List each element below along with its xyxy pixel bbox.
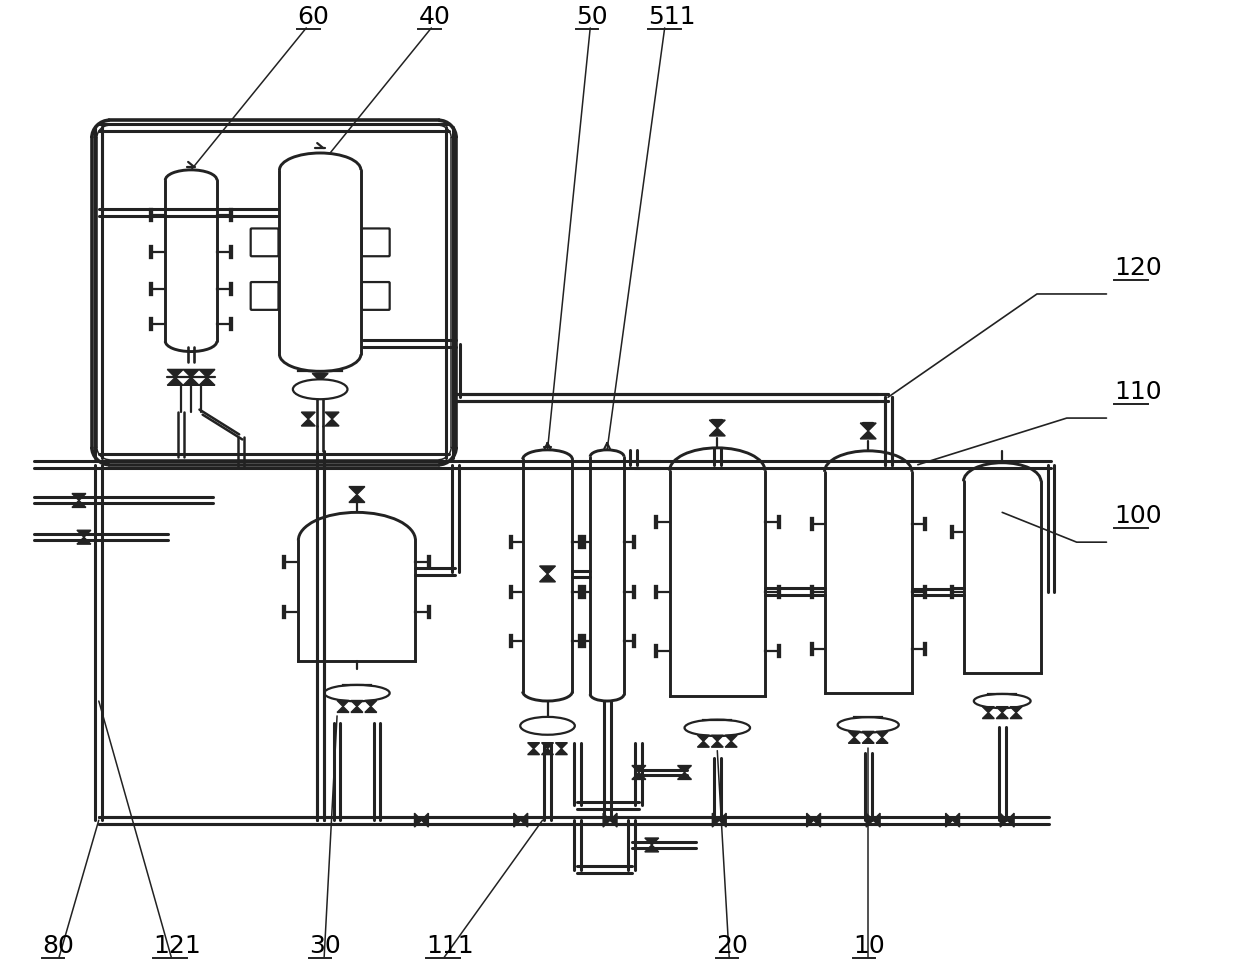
Polygon shape — [946, 814, 952, 828]
Polygon shape — [542, 743, 553, 749]
Polygon shape — [325, 420, 339, 427]
Text: 20: 20 — [717, 933, 748, 957]
Polygon shape — [77, 531, 91, 537]
Polygon shape — [77, 537, 91, 544]
Text: 40: 40 — [418, 5, 450, 29]
Polygon shape — [697, 742, 709, 747]
Polygon shape — [709, 429, 725, 437]
Polygon shape — [719, 814, 727, 828]
Polygon shape — [712, 742, 723, 747]
Polygon shape — [873, 814, 880, 828]
Polygon shape — [632, 766, 646, 773]
Polygon shape — [167, 370, 184, 378]
Polygon shape — [645, 838, 658, 845]
Polygon shape — [709, 421, 725, 429]
Polygon shape — [725, 742, 737, 747]
Polygon shape — [712, 814, 719, 828]
Polygon shape — [348, 488, 365, 495]
Text: 110: 110 — [1115, 380, 1162, 404]
Polygon shape — [184, 370, 200, 378]
Polygon shape — [312, 382, 329, 390]
Polygon shape — [1011, 713, 1022, 719]
Polygon shape — [414, 814, 422, 828]
FancyBboxPatch shape — [362, 282, 389, 311]
Polygon shape — [521, 814, 528, 828]
Polygon shape — [677, 773, 692, 780]
Polygon shape — [351, 706, 363, 712]
Text: 100: 100 — [1115, 504, 1162, 528]
Text: 120: 120 — [1115, 256, 1162, 279]
Polygon shape — [200, 378, 215, 386]
Polygon shape — [952, 814, 960, 828]
Polygon shape — [610, 814, 618, 828]
FancyBboxPatch shape — [250, 230, 279, 257]
Polygon shape — [365, 701, 377, 706]
Polygon shape — [877, 738, 888, 743]
FancyBboxPatch shape — [362, 230, 389, 257]
FancyBboxPatch shape — [250, 282, 279, 311]
Polygon shape — [167, 378, 184, 386]
Polygon shape — [848, 738, 861, 743]
Text: 121: 121 — [154, 933, 201, 957]
Polygon shape — [813, 814, 821, 828]
Polygon shape — [807, 814, 813, 828]
Polygon shape — [72, 494, 86, 501]
Polygon shape — [877, 732, 888, 738]
Polygon shape — [1011, 707, 1022, 713]
Polygon shape — [312, 374, 329, 382]
Polygon shape — [528, 743, 539, 749]
Text: 50: 50 — [577, 5, 608, 29]
Ellipse shape — [521, 717, 575, 735]
Text: 80: 80 — [42, 933, 74, 957]
Polygon shape — [325, 412, 339, 420]
Polygon shape — [861, 432, 877, 440]
Polygon shape — [301, 420, 315, 427]
Polygon shape — [996, 707, 1008, 713]
Polygon shape — [200, 370, 215, 378]
Polygon shape — [365, 706, 377, 712]
Polygon shape — [513, 814, 521, 828]
Polygon shape — [184, 378, 200, 386]
Polygon shape — [862, 738, 874, 743]
Polygon shape — [337, 706, 348, 712]
Polygon shape — [867, 814, 873, 828]
Polygon shape — [542, 749, 553, 755]
Polygon shape — [712, 736, 723, 742]
Polygon shape — [982, 707, 994, 713]
Polygon shape — [603, 814, 610, 828]
Polygon shape — [697, 736, 709, 742]
Polygon shape — [677, 766, 692, 773]
Polygon shape — [645, 845, 658, 852]
Ellipse shape — [293, 380, 347, 400]
Polygon shape — [982, 713, 994, 719]
Text: 30: 30 — [309, 933, 341, 957]
Polygon shape — [337, 701, 348, 706]
Polygon shape — [539, 567, 556, 574]
Text: 60: 60 — [298, 5, 330, 29]
Polygon shape — [348, 495, 365, 503]
Polygon shape — [351, 701, 363, 706]
Polygon shape — [528, 749, 539, 755]
Text: 511: 511 — [647, 5, 696, 29]
Polygon shape — [539, 574, 556, 582]
Polygon shape — [848, 732, 861, 738]
Polygon shape — [556, 749, 568, 755]
Polygon shape — [861, 424, 877, 432]
Polygon shape — [862, 732, 874, 738]
Text: 111: 111 — [427, 933, 474, 957]
Polygon shape — [301, 412, 315, 420]
Polygon shape — [556, 743, 568, 749]
Polygon shape — [422, 814, 428, 828]
Polygon shape — [72, 501, 86, 508]
Polygon shape — [996, 713, 1008, 719]
Text: 10: 10 — [853, 933, 885, 957]
Polygon shape — [1007, 814, 1014, 828]
Polygon shape — [725, 736, 737, 742]
Polygon shape — [632, 773, 646, 780]
Polygon shape — [1001, 814, 1007, 828]
